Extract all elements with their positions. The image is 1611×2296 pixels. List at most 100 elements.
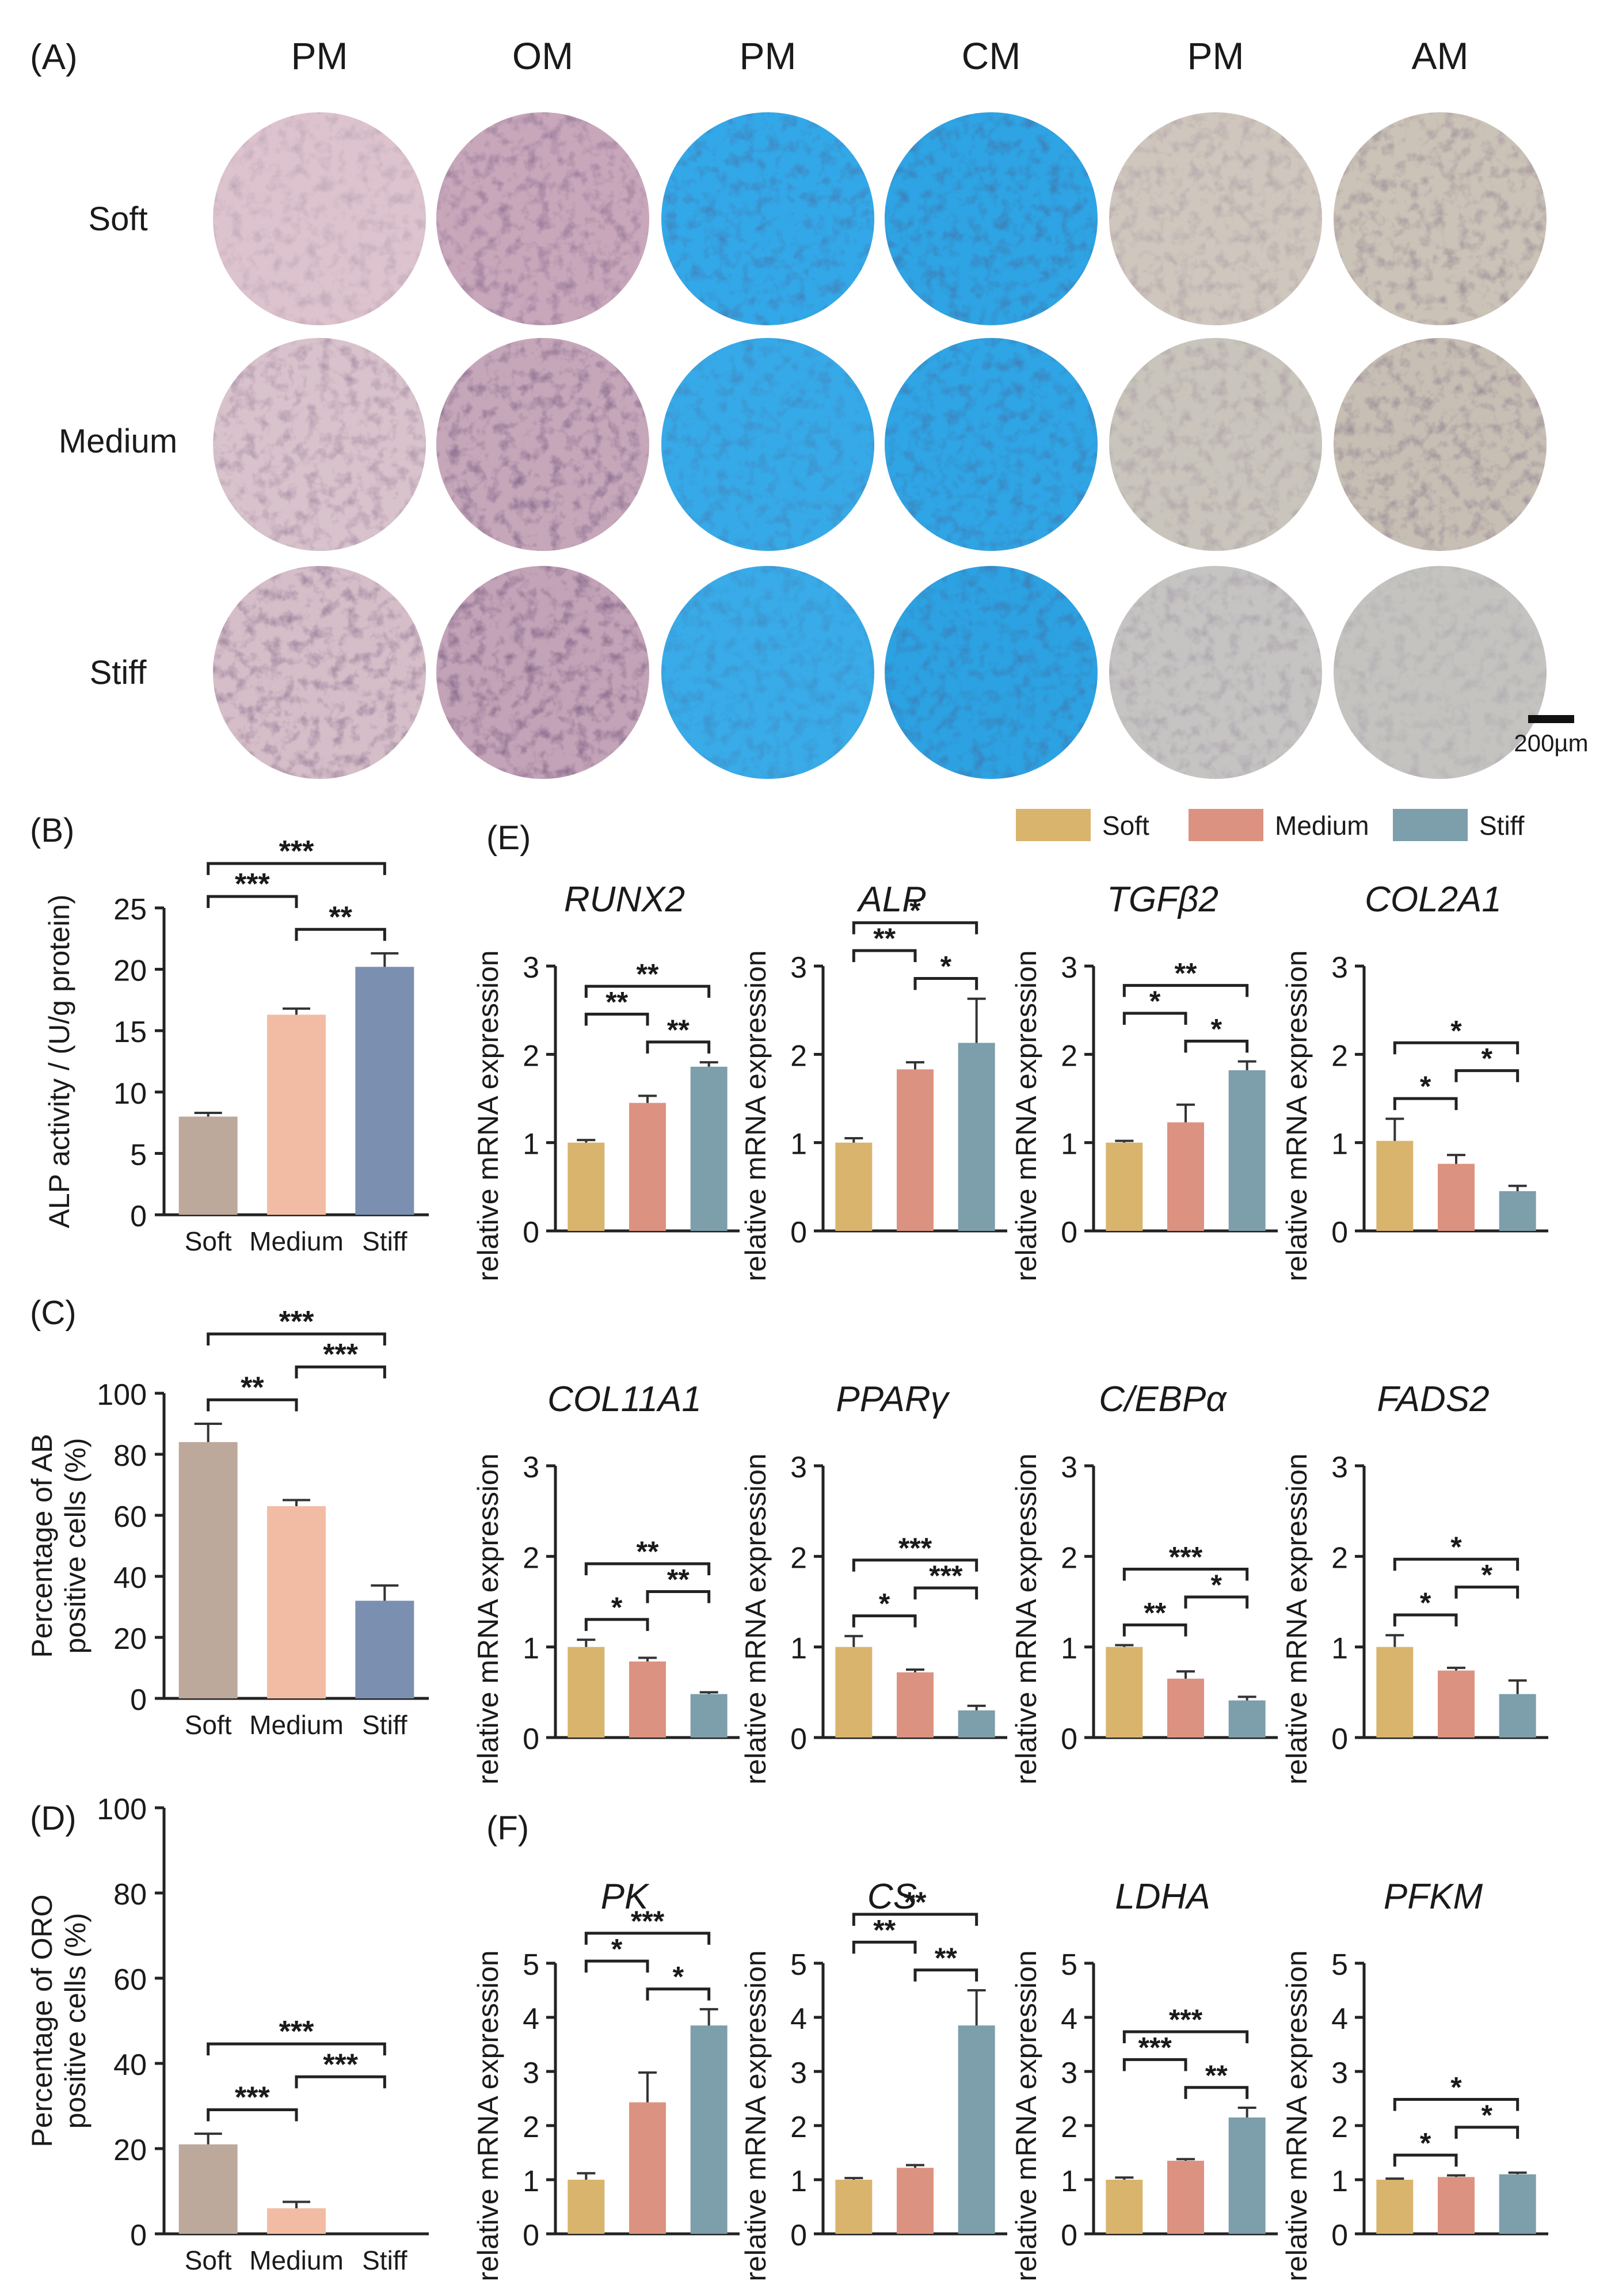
bar bbox=[1167, 1122, 1204, 1231]
y-tick-label: 1 bbox=[1061, 1128, 1077, 1161]
bar-medium bbox=[267, 1014, 326, 1215]
bar bbox=[1228, 2117, 1266, 2234]
panel-label: (D) bbox=[30, 1800, 77, 1837]
y-tick-label: 3 bbox=[523, 2056, 539, 2090]
y-axis-label: ALP activity / (U/g protein) bbox=[43, 895, 75, 1229]
sig-label: *** bbox=[1169, 1541, 1203, 1573]
y-tick-label: 80 bbox=[113, 1878, 147, 1911]
sig-bracket bbox=[207, 1398, 298, 1412]
bar bbox=[835, 2180, 873, 2234]
y-tick-label: 0 bbox=[790, 1216, 807, 1249]
y-tick-label: 5 bbox=[790, 1948, 807, 1982]
panel-label: (C) bbox=[30, 1294, 77, 1332]
y-axis-label: positive cells (%) bbox=[59, 1438, 92, 1653]
sig-label: ** bbox=[904, 1886, 927, 1918]
x-tick-label: Soft bbox=[185, 1710, 232, 1740]
scale-bar bbox=[1528, 715, 1574, 723]
gene-title: C/EBPα bbox=[1099, 1379, 1227, 1419]
y-axis-label: Percentage of AB bbox=[26, 1434, 58, 1658]
sig-bracket bbox=[646, 1590, 711, 1603]
y-tick-label: 0 bbox=[130, 1200, 147, 1233]
bar bbox=[1438, 1164, 1475, 1231]
x-tick-label: Soft bbox=[185, 2245, 232, 2275]
y-tick-label: 0 bbox=[130, 1683, 147, 1717]
x-tick-label: Medium bbox=[249, 2245, 344, 2275]
sig-bracket bbox=[1454, 1586, 1519, 1599]
y-axis-label: relative mRNA expression bbox=[472, 950, 504, 1281]
sig-label: *** bbox=[1138, 2031, 1172, 2063]
sig-bracket bbox=[852, 1614, 917, 1628]
sig-bracket bbox=[913, 1586, 978, 1600]
sig-label: ** bbox=[637, 1535, 659, 1568]
sig-label: ** bbox=[241, 1371, 264, 1404]
y-tick-label: 3 bbox=[1061, 951, 1077, 984]
bar bbox=[1499, 2174, 1536, 2234]
sig-bracket bbox=[207, 862, 386, 875]
y-tick-label: 80 bbox=[113, 1439, 147, 1473]
bar bbox=[958, 1710, 995, 1738]
col-header: PM bbox=[740, 35, 797, 77]
y-axis-label: relative mRNA expression bbox=[740, 1950, 772, 2281]
x-tick-label: Soft bbox=[185, 1226, 232, 1256]
sig-bracket bbox=[295, 927, 386, 941]
bar-soft bbox=[178, 1442, 238, 1698]
bar bbox=[1499, 1191, 1536, 1231]
y-tick-label: 2 bbox=[1331, 1541, 1348, 1575]
sig-bracket bbox=[1184, 1039, 1249, 1053]
sig-label: * bbox=[1450, 1014, 1462, 1047]
micrograph-texture bbox=[885, 112, 1098, 325]
sig-bracket bbox=[1122, 2030, 1249, 2043]
sig-bracket bbox=[646, 1987, 711, 2001]
sig-bracket bbox=[1393, 2097, 1519, 2111]
x-tick-label: Medium bbox=[249, 1226, 344, 1256]
sig-label: * bbox=[940, 951, 952, 983]
micrograph-texture bbox=[436, 566, 649, 779]
y-tick-label: 10 bbox=[113, 1077, 147, 1111]
sig-label: * bbox=[1211, 1569, 1222, 1601]
gene-title: LDHA bbox=[1115, 1877, 1210, 1917]
micrograph-texture bbox=[213, 112, 426, 325]
sig-label: *** bbox=[323, 2048, 358, 2081]
y-axis-label: relative mRNA expression bbox=[1281, 950, 1313, 1281]
legend-swatch bbox=[1393, 809, 1468, 841]
sig-label: * bbox=[1481, 1559, 1493, 1591]
y-axis-label: relative mRNA expression bbox=[472, 1950, 504, 2281]
y-tick-label: 0 bbox=[523, 1723, 539, 1756]
chart-c: (C) 0 20 40 60 80 100 Percentage of AB positive … bbox=[26, 1294, 429, 1740]
y-tick-label: 0 bbox=[1061, 1723, 1077, 1756]
sig-label: * bbox=[1149, 985, 1161, 1017]
bar bbox=[1228, 1700, 1266, 1738]
sig-label: * bbox=[1450, 1531, 1462, 1563]
bar bbox=[690, 1066, 728, 1231]
bar bbox=[1167, 2161, 1204, 2234]
sig-label: *** bbox=[279, 1305, 314, 1339]
y-axis-label: relative mRNA expression bbox=[740, 1453, 772, 1784]
y-tick-label: 20 bbox=[113, 955, 147, 988]
legend-swatch bbox=[1189, 809, 1263, 841]
gene-title: COL2A1 bbox=[1365, 880, 1502, 919]
y-axis-label: relative mRNA expression bbox=[1281, 1950, 1313, 2281]
y-tick-label: 1 bbox=[523, 1128, 539, 1161]
bar bbox=[568, 1142, 605, 1231]
micrograph-texture bbox=[1109, 566, 1322, 779]
gene-title: TGFβ2 bbox=[1107, 880, 1218, 919]
sig-bracket bbox=[1122, 1568, 1249, 1581]
y-axis-label: relative mRNA expression bbox=[740, 950, 772, 1281]
y-tick-label: 1 bbox=[790, 2165, 807, 2198]
gene-title: PPARγ bbox=[836, 1379, 950, 1419]
y-tick-label: 1 bbox=[1331, 1632, 1348, 1666]
sig-label: ** bbox=[873, 1914, 896, 1946]
col-header: OM bbox=[512, 35, 573, 77]
y-tick-label: 3 bbox=[523, 951, 539, 984]
y-tick-label: 2 bbox=[1061, 2111, 1077, 2144]
legend-label: Soft bbox=[1102, 811, 1149, 841]
y-tick-label: 40 bbox=[113, 1561, 147, 1595]
micrograph-texture bbox=[1334, 112, 1547, 325]
sig-bracket bbox=[646, 1040, 711, 1054]
y-tick-label: 3 bbox=[1331, 951, 1348, 984]
sig-label: *** bbox=[323, 1338, 358, 1371]
bar bbox=[1376, 2180, 1414, 2234]
y-tick-label: 2 bbox=[1331, 2111, 1348, 2144]
